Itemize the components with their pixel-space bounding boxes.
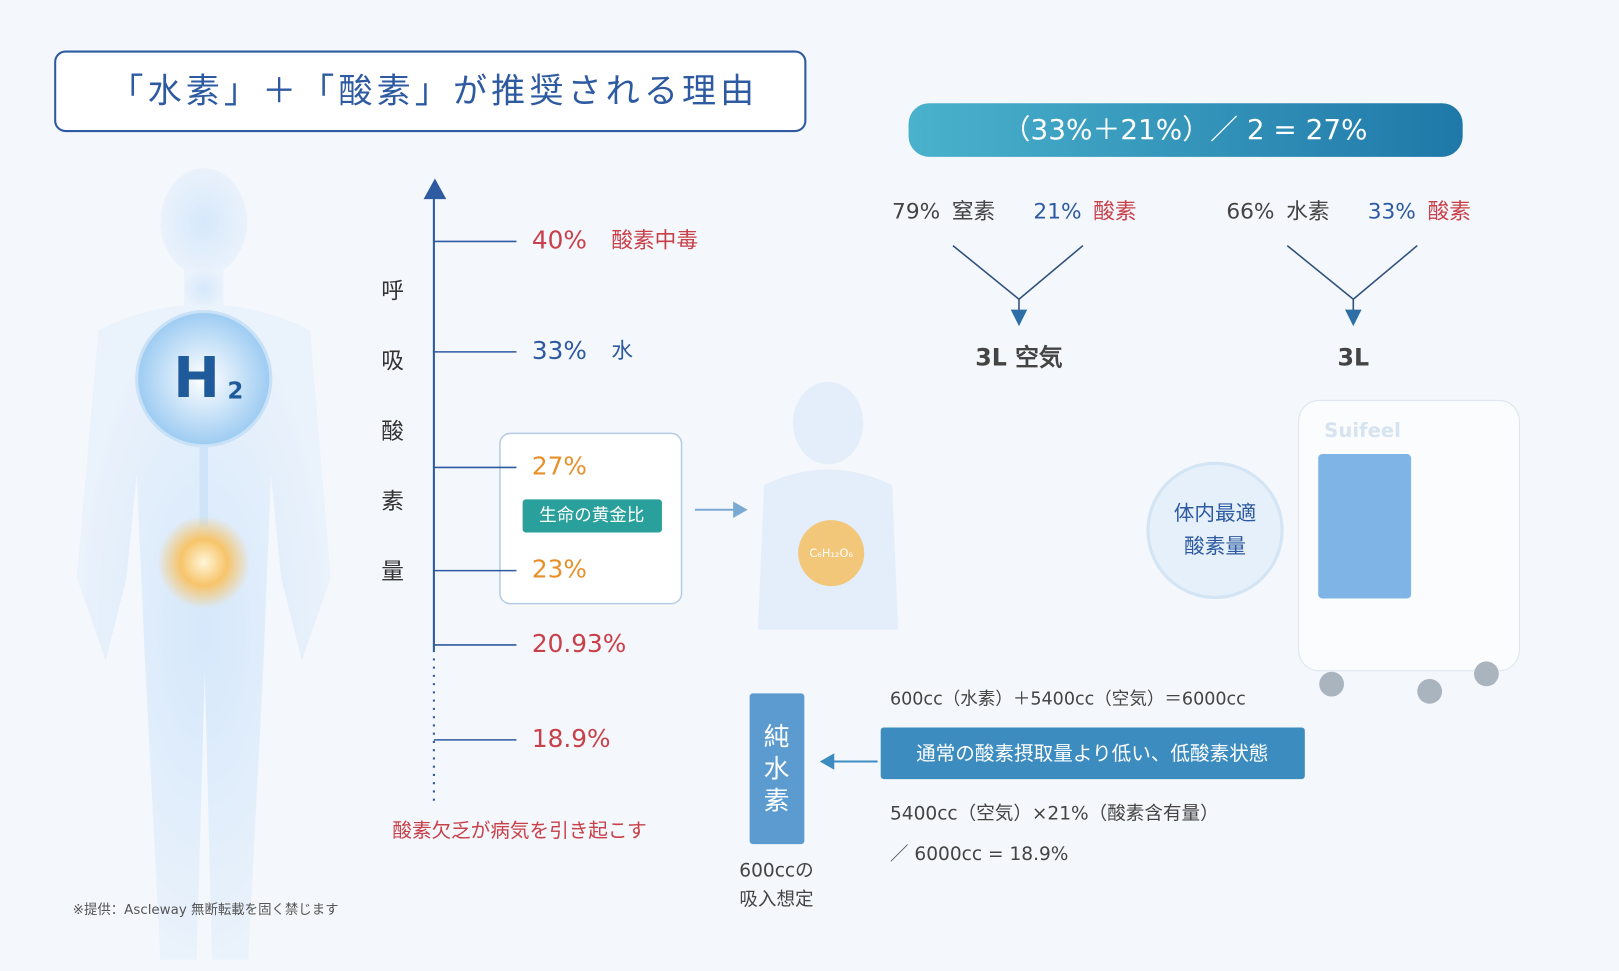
arrow-head — [1345, 309, 1362, 327]
axis-label: 呼 — [381, 279, 404, 305]
badge-text: 酸素量 — [1184, 534, 1246, 558]
highlight-box — [880, 727, 1305, 780]
wheel — [1319, 671, 1345, 697]
molecule-ball — [798, 520, 865, 587]
mix-value: 79% — [892, 200, 940, 225]
badge-text: 体内最適 — [1174, 501, 1257, 525]
calc-line: 5400cc（空気）×21%（酸素含有量） — [890, 804, 1219, 825]
level-value: 23% — [532, 555, 587, 584]
mix-label: 窒素 — [952, 200, 995, 225]
h2-subscript: 2 — [228, 379, 244, 405]
golden-ratio: 生命の黄金比 — [539, 506, 644, 526]
molecule: C₆H₁₂O₆ — [809, 546, 853, 560]
mix-value: 66% — [1226, 200, 1274, 225]
mix-value: 33% — [1368, 200, 1416, 225]
device-window — [1318, 454, 1412, 599]
title: 「水素」＋「酸素」が推奨される理由 — [109, 71, 758, 111]
human-figure — [76, 168, 331, 960]
mix-result: 3L — [1337, 344, 1369, 372]
axis-label: 量 — [381, 559, 404, 585]
calc-line: ／ 6000cc = 18.9% — [890, 844, 1068, 865]
mix-result: 3L 空気 — [975, 344, 1063, 372]
mix-label: 酸素 — [1428, 200, 1471, 225]
level-label: 酸素中毒 — [611, 228, 698, 253]
axis-label: 素 — [381, 489, 404, 515]
axis-label: 吸 — [381, 349, 404, 375]
level-value: 40% — [532, 225, 587, 254]
scale-footer: 酸素欠乏が病気を引き起こす — [392, 819, 646, 842]
energy-glow — [157, 515, 251, 609]
pure-caption: 吸入想定 — [739, 889, 813, 910]
level-label: 水 — [611, 339, 633, 364]
wheel — [1417, 678, 1443, 704]
pure-caption: 600ccの — [739, 860, 813, 881]
device-brand: Suifeel — [1324, 419, 1401, 442]
wheel — [1474, 661, 1499, 687]
arrow-head — [733, 501, 748, 519]
mix-value: 21% — [1033, 200, 1081, 225]
arrow-head — [819, 753, 835, 770]
level-value: 18.9% — [532, 724, 611, 753]
arrow-head — [1010, 309, 1028, 327]
pure-label: 素 — [764, 786, 790, 816]
axis-arrow — [423, 178, 447, 200]
axis-label: 酸 — [381, 419, 404, 445]
level-value: 27% — [532, 451, 587, 480]
pure-label: 水 — [764, 754, 790, 784]
h2-symbol: H — [173, 346, 220, 411]
credit: ※提供：Ascleway 無断転載を固く禁じます — [73, 902, 339, 918]
level-value: 33% — [532, 336, 587, 365]
badge-circle — [1146, 461, 1284, 600]
pure-box — [749, 693, 805, 845]
mix-label: 水素 — [1286, 200, 1329, 225]
mix-label: 酸素 — [1093, 200, 1136, 225]
golden-badge — [522, 499, 662, 533]
formula-pill — [908, 103, 1463, 157]
highlight: 通常の酸素摂取量より低い、低酸素状態 — [916, 742, 1268, 765]
title-box — [54, 50, 807, 133]
level-value: 20.93% — [532, 629, 626, 658]
formula: （33%＋21%）／ 2 = 27% — [1003, 113, 1368, 146]
calc-line: 600cc（水素）＋5400cc（空気）＝6000cc — [890, 690, 1246, 710]
pure-label: 純 — [764, 722, 790, 752]
